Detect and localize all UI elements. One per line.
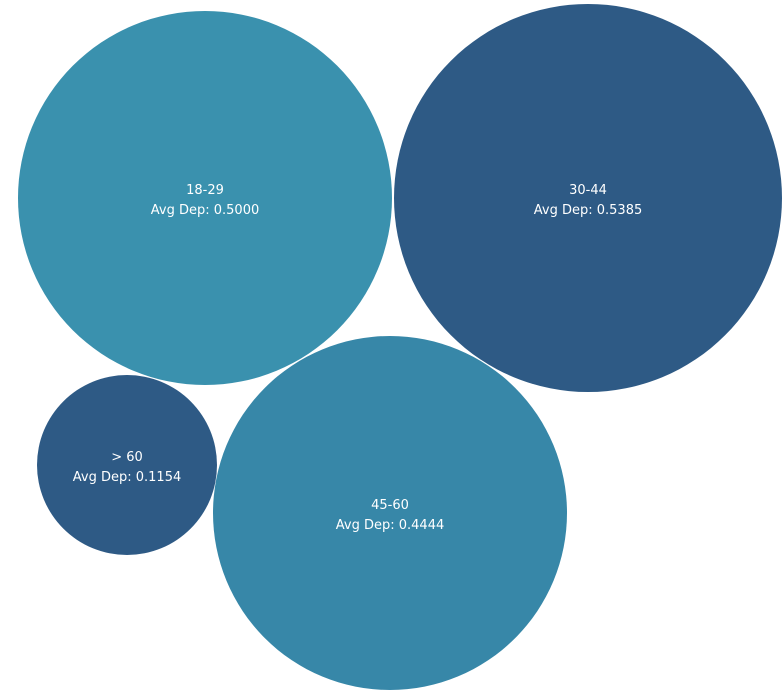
- bubble-30-44[interactable]: [394, 4, 782, 392]
- bubble-category-label: > 60: [111, 450, 143, 465]
- bubble-value-label: Avg Dep: 0.5000: [151, 203, 259, 218]
- bubble-category-label: 30-44: [569, 183, 607, 198]
- bubble-value-label: Avg Dep: 0.4444: [336, 518, 444, 533]
- bubble-category-label: 45-60: [371, 498, 409, 513]
- bubble-60[interactable]: [37, 375, 217, 555]
- bubble-value-label: Avg Dep: 0.1154: [73, 470, 181, 485]
- bubble-value-label: Avg Dep: 0.5385: [534, 203, 642, 218]
- bubble-category-label: 18-29: [186, 183, 224, 198]
- bubble-18-29[interactable]: [18, 11, 392, 385]
- bubble-45-60[interactable]: [213, 336, 567, 690]
